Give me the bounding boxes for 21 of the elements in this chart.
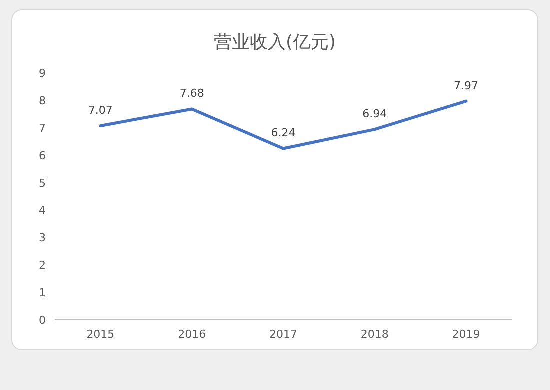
x-tick-label: 2018 [360,328,389,341]
x-tick-label: 2016 [178,328,206,341]
y-tick-label: 9 [39,67,46,80]
y-tick-label: 5 [39,176,46,190]
y-tick-label: 1 [39,286,46,300]
x-tick-label: 2015 [86,328,115,341]
chart-title: 营业收入(亿元) [214,32,336,53]
y-tick-label: 8 [39,94,46,108]
y-tick-label: 6 [39,149,46,162]
data-label: 6.94 [362,108,388,121]
data-label: 7.07 [88,104,113,117]
y-tick-label: 7 [39,122,46,135]
y-tick-label: 0 [39,314,46,327]
y-tick-label: 2 [39,259,46,272]
x-tick-label: 2019 [452,328,480,341]
x-tick-label: 2017 [270,328,298,341]
data-label: 7.68 [180,87,204,100]
data-label: 6.24 [271,126,296,140]
y-tick-label: 4 [39,204,46,218]
data-label: 7.97 [454,79,479,92]
y-tick-label: 3 [39,232,46,245]
